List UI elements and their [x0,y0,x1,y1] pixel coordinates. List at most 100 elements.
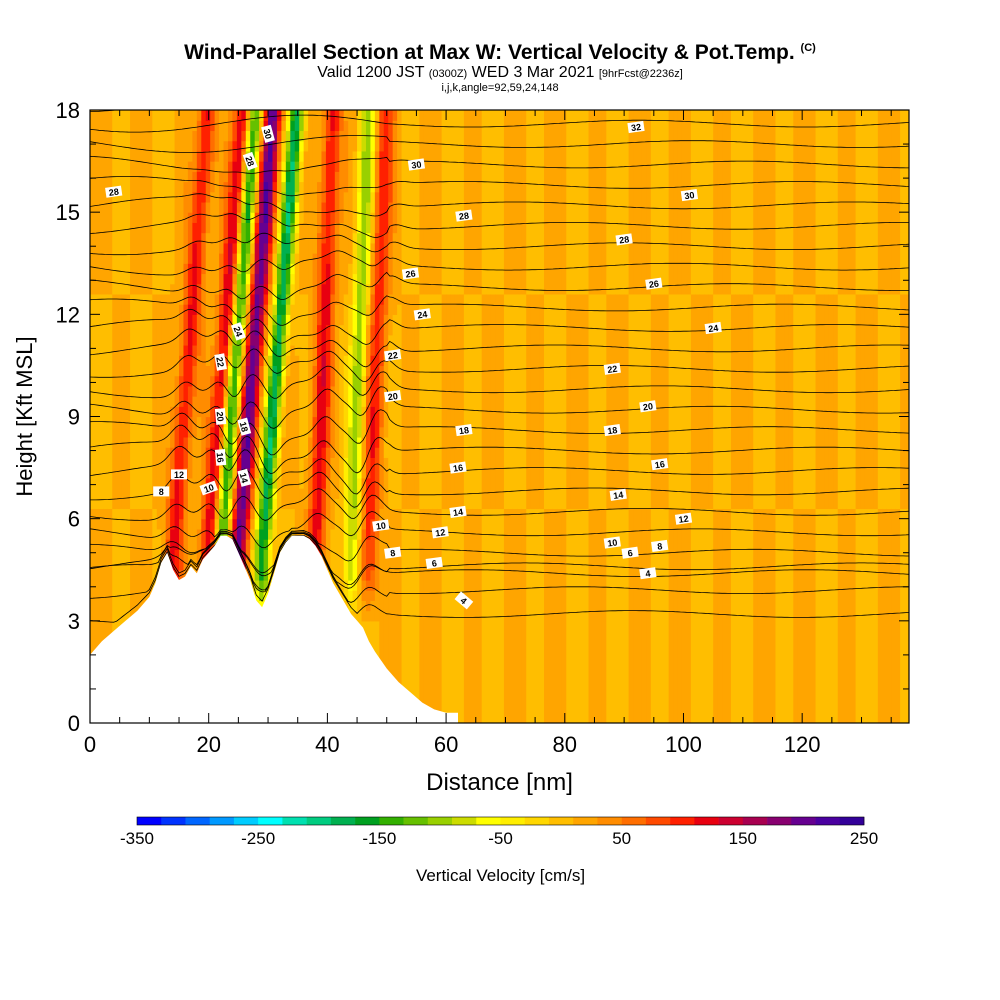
velocity-cell [450,508,456,723]
contour-label-text: 20 [387,391,398,402]
velocity-cell [392,314,398,510]
velocity-cell [486,508,492,723]
velocity-cell [281,191,287,203]
velocity-cell [637,293,643,510]
x-tick-label: 100 [665,732,702,757]
velocity-cell [374,191,380,234]
velocity-cell [762,293,768,510]
velocity-cell [259,344,265,356]
velocity-cell [739,293,745,510]
velocity-cell [236,293,242,315]
velocity-cell [223,212,229,244]
velocity-cell [276,222,282,234]
velocity-cell [205,447,211,479]
velocity-cell [236,518,242,571]
velocity-cell [579,508,585,723]
colorbar-swatch [791,817,816,825]
isentrope-line [90,530,909,574]
velocity-cell [290,161,296,172]
velocity-cell [294,232,300,254]
velocity-cell [624,110,630,295]
velocity-cell [281,406,287,438]
contour-label-bg [214,448,227,466]
contour-label: 14 [449,505,467,518]
velocity-cell [107,293,113,510]
velocity-cell [263,222,269,244]
velocity-cell [272,436,278,448]
velocity-cell [664,508,670,723]
velocity-cell [259,110,265,121]
velocity-cell [161,293,167,550]
velocity-cell [245,171,251,183]
velocity-cell [272,416,278,438]
velocity-cell [388,508,394,723]
velocity-cell [263,365,269,387]
velocity-cell [170,406,176,448]
velocity-cell [735,110,741,295]
velocity-cell [717,293,723,510]
velocity-cell [343,120,349,193]
velocity-cell [499,508,505,723]
velocity-cell [214,518,220,530]
velocity-cell [851,293,857,510]
velocity-cell [241,406,247,418]
velocity-cell [205,181,211,203]
velocity-cell [370,150,376,193]
velocity-cell [775,293,781,510]
velocity-cell [272,242,278,254]
velocity-cell [370,600,376,622]
velocity-cell [285,263,291,285]
velocity-cell [686,508,692,723]
velocity-cell [606,293,612,510]
contour-label-bg [651,539,669,552]
contour-label-text: 26 [648,279,659,290]
contour-label-bg [449,461,467,474]
velocity-cell [268,375,274,387]
velocity-cell [232,498,238,510]
contour-label-bg [425,556,443,569]
velocity-cell [143,110,149,295]
velocity-cell [285,314,291,326]
velocity-cell [259,171,265,183]
velocity-cell [294,110,300,132]
velocity-cell [815,110,821,295]
velocity-cell [454,508,461,723]
velocity-cell [236,253,242,264]
velocity-cell [268,385,274,397]
velocity-cell [179,518,185,550]
contour-label-text: 10 [202,482,215,495]
velocity-cell [250,201,256,213]
velocity-cell [775,508,781,723]
velocity-cell [125,110,131,295]
velocity-cell [757,110,763,295]
velocity-cell [223,467,229,510]
potential-temperature-contours [90,110,909,623]
velocity-cell [379,110,385,152]
velocity-cell [766,110,772,295]
contour-label: 28 [105,185,123,198]
velocity-cell [259,283,265,305]
velocity-cell [276,406,282,428]
velocity-cell [348,590,354,601]
velocity-cell [285,334,291,356]
velocity-cell [223,181,229,213]
contour-label-text: 22 [214,356,226,368]
velocity-cell [592,293,599,510]
velocity-cell [241,201,247,213]
velocity-cell [259,600,265,612]
velocity-cell [365,201,372,234]
velocity-cell [281,375,287,387]
velocity-cell [250,528,256,550]
velocity-cell [557,508,563,723]
velocity-cell [299,110,305,132]
isentrope-line [90,511,909,549]
velocity-cell [290,171,296,203]
velocity-cell [263,426,269,448]
velocity-cell [690,293,696,510]
velocity-cell [254,447,260,458]
velocity-cell [214,457,220,479]
velocity-cell [285,201,291,234]
velocity-cell [254,375,260,387]
contour-label: 16 [651,458,669,470]
contour-label-bg [171,469,187,480]
